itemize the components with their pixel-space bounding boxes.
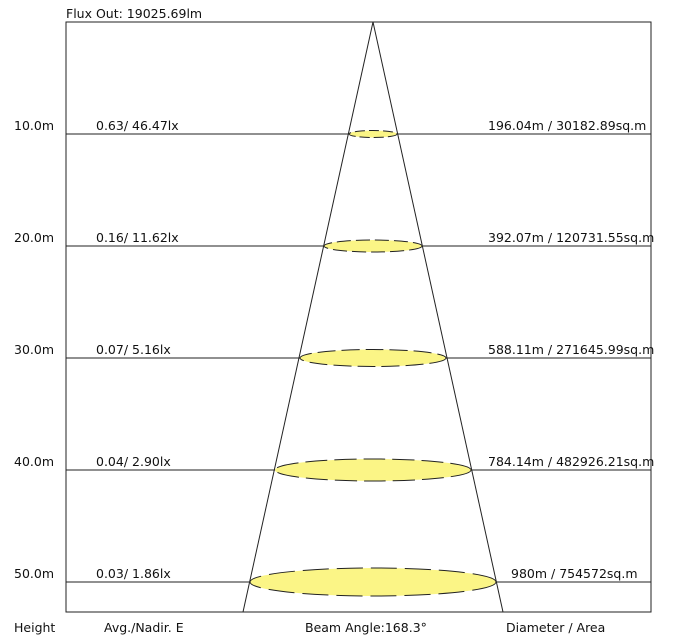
diagram-frame [65,21,652,613]
height-label: 40.0m [14,454,54,469]
height-label: 20.0m [14,230,54,245]
height-row-50m: 50.0m 0.03/ 1.86lx 980m / 754572sq.m [14,566,651,597]
height-label: 10.0m [14,118,54,133]
height-row-10m: 10.0m 0.63/ 46.47lx 196.04m / 30182.89sq… [14,118,651,138]
diameter-area-label: 588.11m / 271645.99sq.m [488,342,654,357]
height-row-20m: 20.0m 0.16/ 11.62lx 392.07m / 120731.55s… [14,230,654,253]
height-label: 30.0m [14,342,54,357]
diameter-area-label: 784.14m / 482926.21sq.m [488,454,654,469]
diameter-area-label: 196.04m / 30182.89sq.m [488,118,646,133]
diameter-area-column-label: Diameter / Area [506,620,605,635]
diameter-area-label: 980m / 754572sq.m [511,566,638,581]
illuminance-label: 0.16/ 11.62lx [96,230,179,245]
illuminance-label: 0.04/ 2.90lx [96,454,171,469]
illuminance-column-label: Avg./Nadir. E [104,620,184,635]
cone-left-edge [242,21,374,613]
light-spot-ellipse [249,567,497,597]
light-spot-ellipse [348,130,398,138]
illuminance-label: 0.07/ 5.16lx [96,342,171,357]
beam-angle-label: Beam Angle:168.3° [305,620,427,635]
flux-out-label: Flux Out: 19025.69lm [66,6,202,21]
height-row-40m: 40.0m 0.04/ 2.90lx 784.14m / 482926.21sq… [14,454,654,482]
light-spot-ellipse [274,458,472,482]
illuminance-label: 0.63/ 46.47lx [96,118,179,133]
light-spot-ellipse [299,349,447,367]
light-spot-ellipse [323,239,423,253]
height-row-30m: 30.0m 0.07/ 5.16lx 588.11m / 271645.99sq… [14,342,654,367]
cone-right-edge [372,21,504,613]
illuminance-label: 0.03/ 1.86lx [96,566,171,581]
height-label: 50.0m [14,566,54,581]
diameter-area-label: 392.07m / 120731.55sq.m [488,230,654,245]
height-column-label: Height [14,620,55,635]
